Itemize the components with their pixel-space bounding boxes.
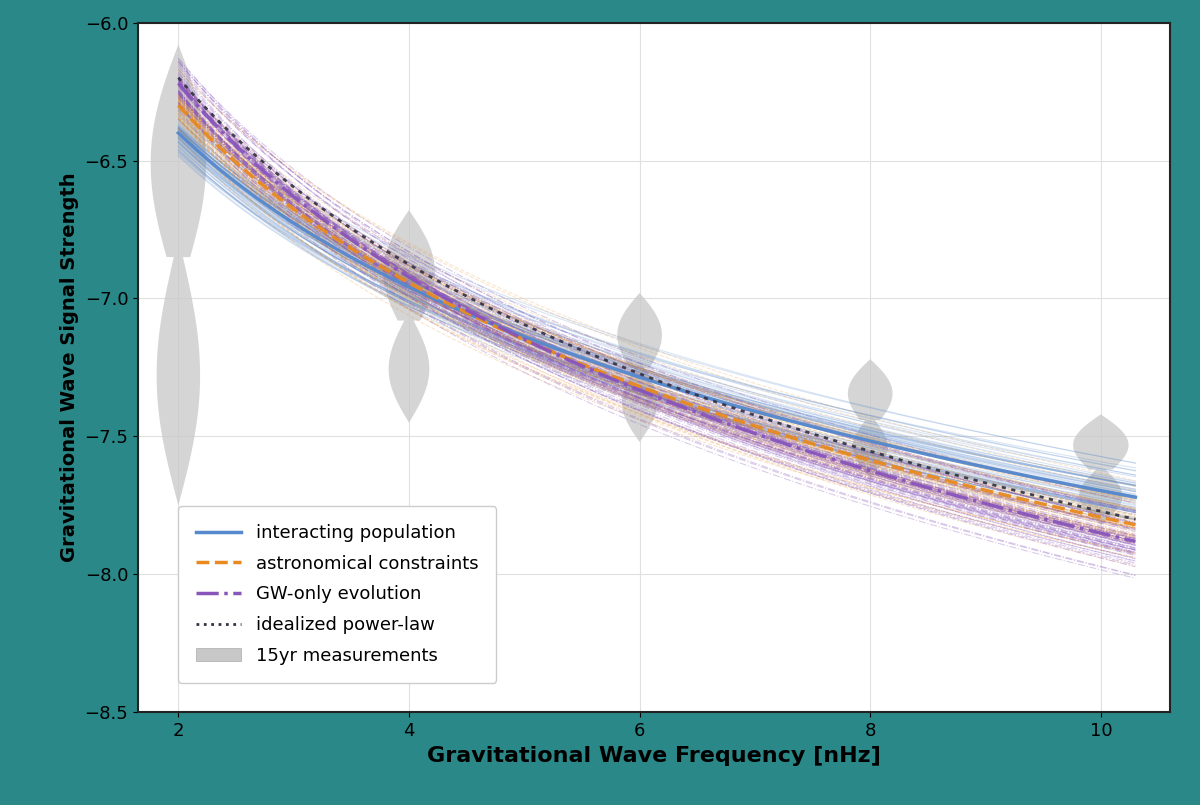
Polygon shape (383, 210, 434, 423)
Polygon shape (848, 359, 893, 478)
Polygon shape (1073, 415, 1128, 525)
Legend: interacting population, astronomical constraints, GW-only evolution, idealized p: interacting population, astronomical con… (178, 506, 497, 683)
Polygon shape (617, 293, 662, 442)
X-axis label: Gravitational Wave Frequency [nHz]: Gravitational Wave Frequency [nHz] (427, 745, 881, 766)
Polygon shape (151, 44, 206, 506)
Y-axis label: Gravitational Wave Signal Strength: Gravitational Wave Signal Strength (60, 172, 79, 563)
